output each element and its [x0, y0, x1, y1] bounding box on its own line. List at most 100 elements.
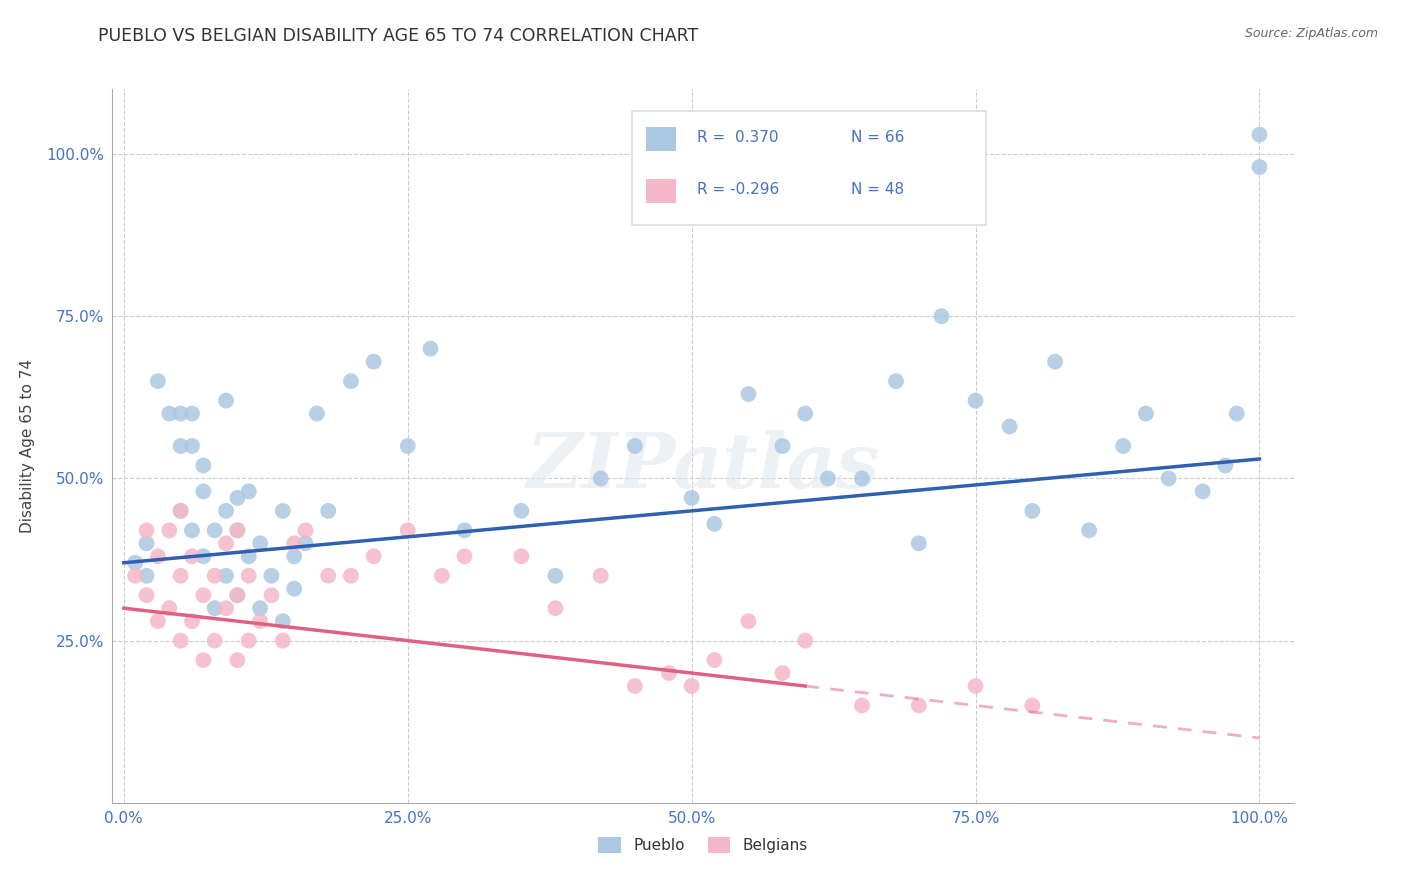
Point	[193, 588, 215, 602]
Point	[907, 536, 929, 550]
Point	[260, 568, 283, 582]
Point	[169, 633, 191, 648]
Point	[181, 407, 204, 421]
Legend: Pueblo, Belgians: Pueblo, Belgians	[592, 831, 814, 859]
Point	[965, 393, 987, 408]
Point	[249, 536, 271, 550]
Point	[283, 549, 305, 564]
Point	[907, 698, 929, 713]
Point	[931, 310, 953, 324]
Point	[157, 407, 180, 421]
Point	[181, 524, 204, 538]
Point	[193, 653, 215, 667]
Point	[340, 568, 363, 582]
Point	[124, 568, 146, 582]
Text: R = -0.296: R = -0.296	[697, 182, 779, 196]
Point	[544, 601, 567, 615]
Point	[624, 439, 647, 453]
Point	[772, 666, 794, 681]
Point	[226, 588, 249, 602]
Point	[1021, 698, 1043, 713]
Point	[238, 568, 260, 582]
Point	[226, 653, 249, 667]
Point	[737, 387, 759, 401]
Point	[1215, 458, 1237, 473]
Point	[157, 601, 180, 615]
Point	[226, 491, 249, 505]
Point	[283, 536, 305, 550]
Point	[283, 582, 305, 596]
Point	[772, 439, 794, 453]
Point	[589, 568, 612, 582]
Point	[316, 568, 339, 582]
Point	[215, 601, 238, 615]
Point	[204, 524, 226, 538]
Point	[135, 568, 157, 582]
Point	[589, 471, 612, 485]
Point	[965, 679, 987, 693]
Point	[1249, 128, 1271, 142]
Point	[204, 633, 226, 648]
Point	[1021, 504, 1043, 518]
Point	[169, 439, 191, 453]
Point	[238, 549, 260, 564]
Point	[226, 588, 249, 602]
Point	[215, 536, 238, 550]
Point	[363, 549, 385, 564]
Point	[249, 614, 271, 628]
Point	[169, 568, 191, 582]
Point	[169, 407, 191, 421]
Point	[169, 504, 191, 518]
Point	[419, 342, 441, 356]
Text: N = 66: N = 66	[851, 129, 904, 145]
Point	[135, 524, 157, 538]
Point	[271, 633, 294, 648]
Point	[146, 549, 169, 564]
Point	[305, 407, 328, 421]
Point	[124, 556, 146, 570]
Point	[157, 524, 180, 538]
Point	[1078, 524, 1101, 538]
Point	[193, 549, 215, 564]
Point	[396, 439, 419, 453]
Point	[1135, 407, 1157, 421]
Point	[204, 601, 226, 615]
Point	[146, 374, 169, 388]
Point	[794, 633, 817, 648]
Point	[135, 588, 157, 602]
Point	[215, 393, 238, 408]
Point	[430, 568, 453, 582]
Point	[146, 614, 169, 628]
Point	[181, 614, 204, 628]
Point	[453, 549, 475, 564]
Point	[737, 614, 759, 628]
Text: R =  0.370: R = 0.370	[697, 129, 779, 145]
Text: Source: ZipAtlas.com: Source: ZipAtlas.com	[1244, 27, 1378, 40]
Point	[204, 568, 226, 582]
Point	[340, 374, 363, 388]
Point	[215, 568, 238, 582]
Point	[181, 439, 204, 453]
Point	[193, 484, 215, 499]
Point	[316, 504, 339, 518]
Point	[1191, 484, 1213, 499]
Point	[271, 614, 294, 628]
Point	[851, 471, 873, 485]
Point	[238, 633, 260, 648]
Point	[1157, 471, 1180, 485]
Point	[703, 516, 725, 531]
Point	[624, 679, 647, 693]
Point	[817, 471, 839, 485]
Point	[226, 524, 249, 538]
Point	[249, 601, 271, 615]
Point	[681, 679, 703, 693]
Point	[510, 504, 533, 518]
Point	[544, 568, 567, 582]
Point	[294, 524, 316, 538]
Point	[135, 536, 157, 550]
Point	[193, 458, 215, 473]
Point	[226, 524, 249, 538]
Point	[294, 536, 316, 550]
Point	[238, 484, 260, 499]
Point	[169, 504, 191, 518]
